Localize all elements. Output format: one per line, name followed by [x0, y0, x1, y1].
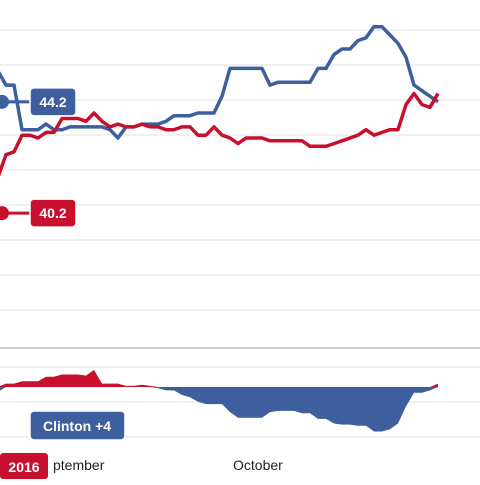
series-value-label: 40.2 [39, 205, 66, 221]
series-line-1 [0, 24, 439, 140]
x-tick-label: October [233, 457, 283, 473]
series-value-tag [29, 198, 77, 228]
series-lines [0, 24, 440, 177]
series-line-2 [0, 91, 440, 177]
spread-tag-text: Clinton +4 [43, 418, 111, 434]
year-badge-text: 2016 [8, 459, 39, 475]
series-end-labels: 44.2 40.2 [0, 87, 77, 228]
spread-label: Clinton +4 [29, 410, 126, 441]
series-start-marker [0, 206, 9, 221]
x-tick-label: ptember [53, 457, 105, 473]
series-value-tag [29, 87, 77, 117]
spread-tag [29, 410, 126, 441]
gridlines [0, 29, 480, 438]
year-badge [0, 453, 48, 479]
spread-area-dem [0, 387, 438, 432]
x-axis: 2016 ptember October [0, 453, 283, 479]
spread-area-rep [0, 369, 438, 387]
series-value-label: 44.2 [39, 94, 66, 110]
series-start-marker [0, 94, 9, 109]
spread-area [0, 369, 438, 432]
